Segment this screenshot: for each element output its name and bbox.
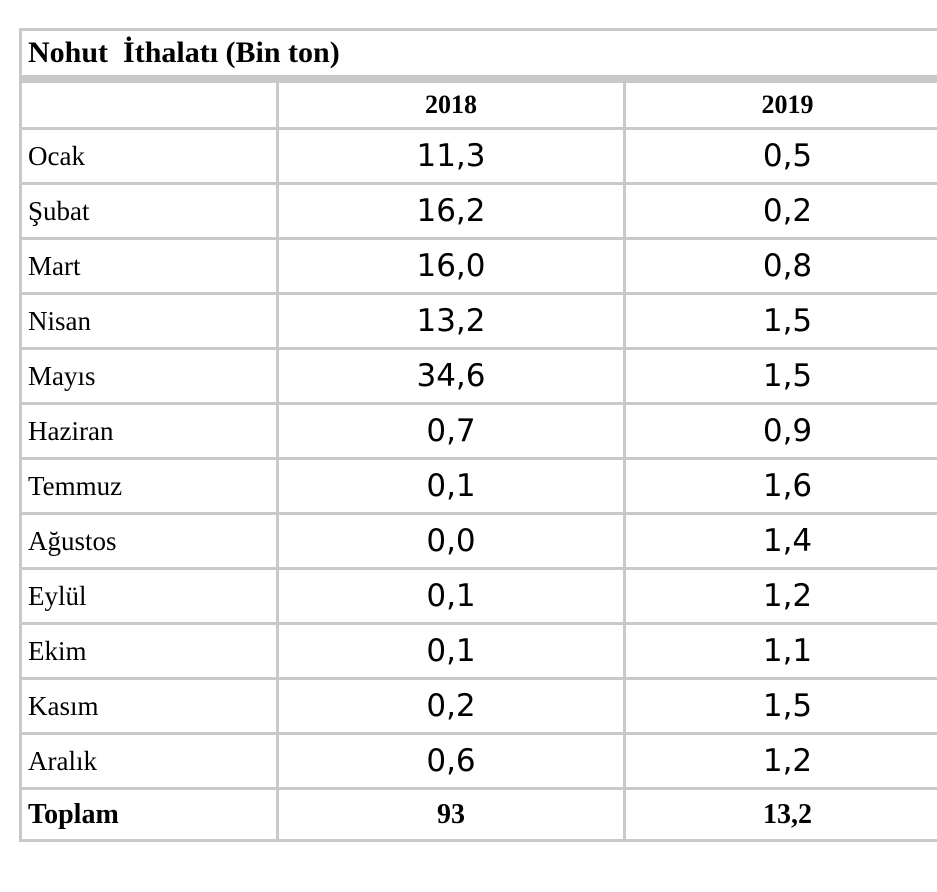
total-row: Toplam 93 13,2	[19, 787, 937, 842]
value-2018-cell: 0,2	[276, 677, 626, 735]
table-row: Nisan 13,2 1,5	[19, 292, 937, 350]
month-cell: Mart	[19, 237, 279, 295]
table-row: Kasım 0,2 1,5	[19, 677, 937, 735]
total-label: Toplam	[19, 787, 279, 842]
table-row: Ekim 0,1 1,1	[19, 622, 937, 680]
value-2018-cell: 16,0	[276, 237, 626, 295]
month-cell: Eylül	[19, 567, 279, 625]
value-2019-cell: 1,2	[623, 567, 937, 625]
total-2019: 13,2	[623, 787, 937, 842]
chickpea-import-table: Nohut İthalatı (Bin ton) 2018 2019 Ocak …	[19, 28, 937, 842]
value-2018-cell: 16,2	[276, 182, 626, 240]
value-2019-cell: 0,8	[623, 237, 937, 295]
value-2018-cell: 34,6	[276, 347, 626, 405]
value-2018-cell: 0,1	[276, 622, 626, 680]
header-row: 2018 2019	[19, 77, 937, 130]
table-row: Mart 16,0 0,8	[19, 237, 937, 295]
value-2019-cell: 1,6	[623, 457, 937, 515]
month-cell: Ekim	[19, 622, 279, 680]
value-2019-cell: 1,4	[623, 512, 937, 570]
value-2019-cell: 1,5	[623, 677, 937, 735]
value-2019-cell: 1,1	[623, 622, 937, 680]
table-row: Eylül 0,1 1,2	[19, 567, 937, 625]
value-2019-cell: 0,5	[623, 127, 937, 185]
value-2018-cell: 13,2	[276, 292, 626, 350]
value-2019-cell: 1,2	[623, 732, 937, 790]
table-row: Ağustos 0,0 1,4	[19, 512, 937, 570]
value-2018-cell: 0,0	[276, 512, 626, 570]
header-2019: 2019	[623, 77, 937, 130]
import-table-container: Nohut İthalatı (Bin ton) 2018 2019 Ocak …	[19, 28, 937, 878]
value-2019-cell: 1,5	[623, 292, 937, 350]
table-row: Haziran 0,7 0,9	[19, 402, 937, 460]
month-cell: Temmuz	[19, 457, 279, 515]
table-row: Şubat 16,2 0,2	[19, 182, 937, 240]
header-2018: 2018	[276, 77, 626, 130]
value-2018-cell: 0,6	[276, 732, 626, 790]
month-cell: Haziran	[19, 402, 279, 460]
value-2018-cell: 11,3	[276, 127, 626, 185]
value-2019-cell: 0,9	[623, 402, 937, 460]
month-cell: Nisan	[19, 292, 279, 350]
table-row: Aralık 0,6 1,2	[19, 732, 937, 790]
value-2018-cell: 0,1	[276, 567, 626, 625]
header-month-cell	[19, 77, 279, 130]
table-title-row: Nohut İthalatı (Bin ton)	[19, 28, 937, 83]
month-cell: Mayıs	[19, 347, 279, 405]
month-cell: Ağustos	[19, 512, 279, 570]
total-2018: 93	[276, 787, 626, 842]
table-row: Temmuz 0,1 1,6	[19, 457, 937, 515]
table-title: Nohut İthalatı (Bin ton)	[19, 28, 937, 83]
table-row: Mayıs 34,6 1,5	[19, 347, 937, 405]
month-cell: Aralık	[19, 732, 279, 790]
table-row: Ocak 11,3 0,5	[19, 127, 937, 185]
month-cell: Şubat	[19, 182, 279, 240]
value-2019-cell: 0,2	[623, 182, 937, 240]
month-cell: Kasım	[19, 677, 279, 735]
value-2019-cell: 1,5	[623, 347, 937, 405]
month-cell: Ocak	[19, 127, 279, 185]
value-2018-cell: 0,7	[276, 402, 626, 460]
value-2018-cell: 0,1	[276, 457, 626, 515]
